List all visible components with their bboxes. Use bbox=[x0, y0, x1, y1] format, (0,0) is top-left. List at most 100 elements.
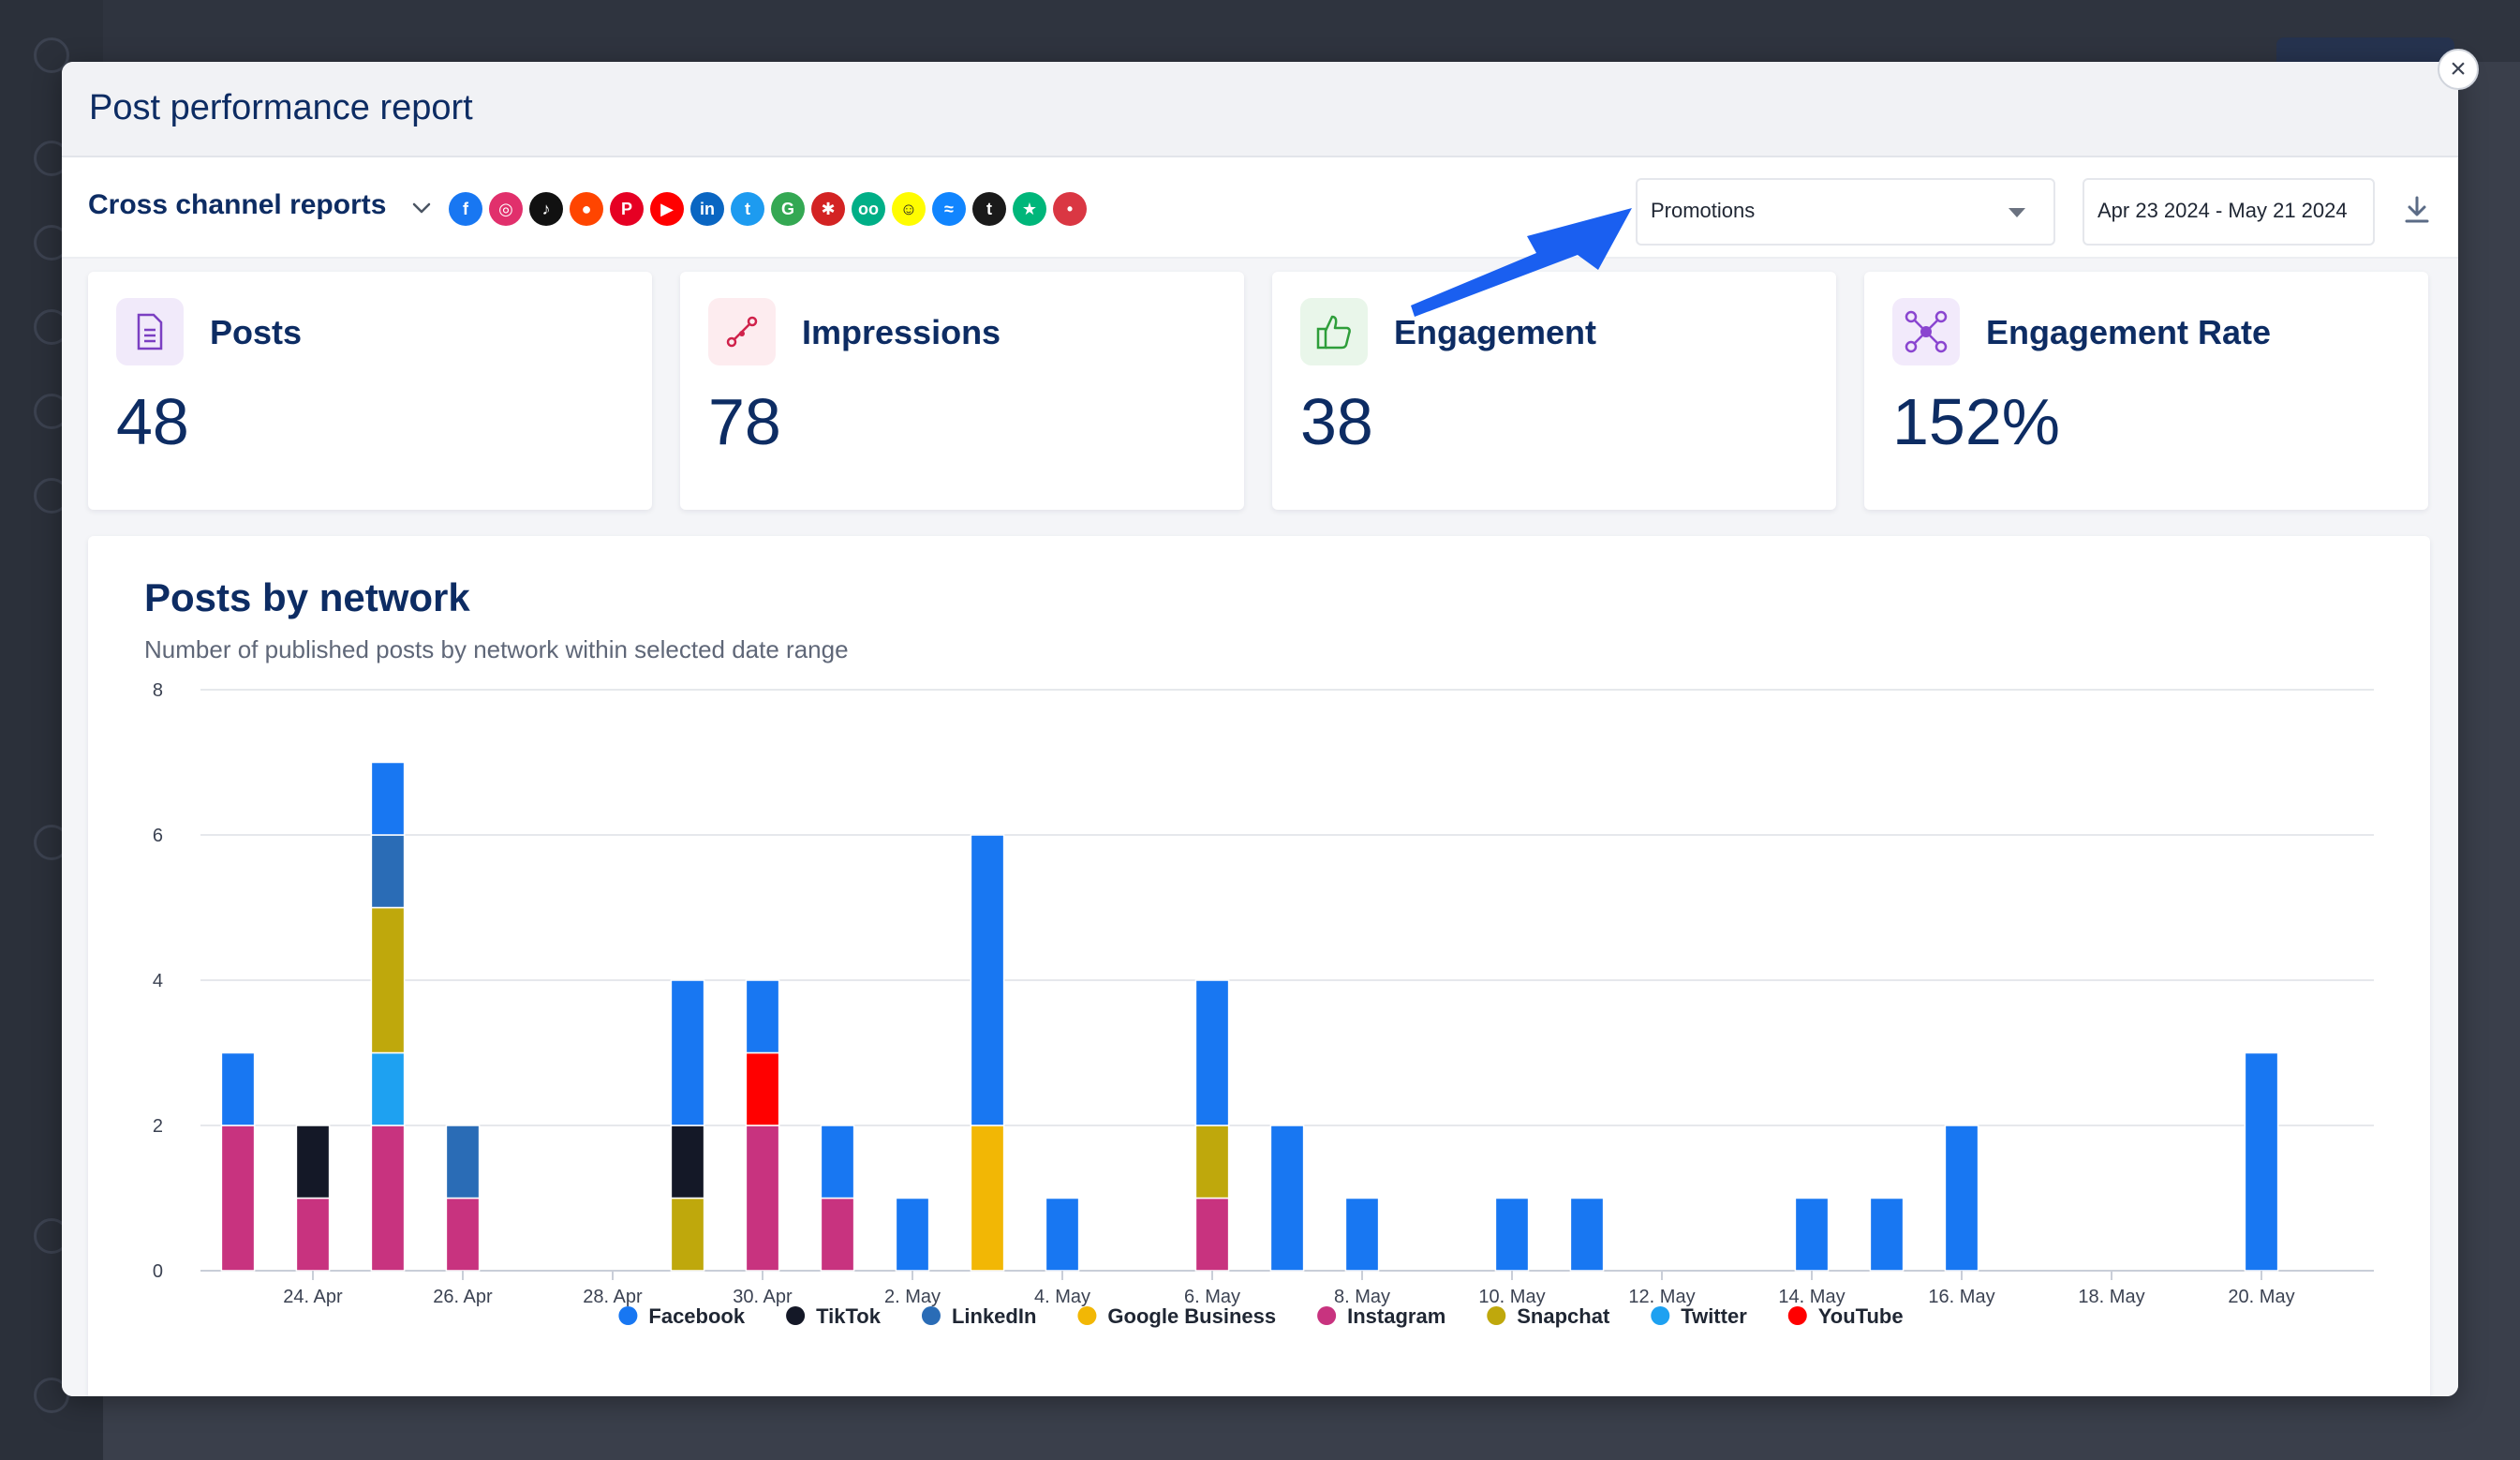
category-select[interactable]: Promotions bbox=[1636, 178, 2055, 246]
bar-segment-instagram bbox=[745, 1125, 780, 1272]
x-tick-label: 6. May bbox=[1184, 1287, 1240, 1307]
youtube-icon[interactable]: ▶ bbox=[650, 192, 684, 226]
close-icon: × bbox=[2450, 53, 2467, 84]
bar-segment-facebook bbox=[670, 979, 705, 1126]
bar-segment-twitter bbox=[370, 1051, 406, 1126]
metric-value: 152% bbox=[1892, 385, 2061, 458]
metric-label: Posts bbox=[210, 313, 303, 351]
metric-value: 78 bbox=[708, 385, 781, 458]
bar-segment-facebook bbox=[820, 1125, 855, 1199]
x-tick-label: 16. May bbox=[1928, 1287, 1994, 1307]
metric-label: Engagement bbox=[1394, 313, 1597, 351]
bar-segment-snapchat bbox=[370, 906, 406, 1054]
download-icon[interactable] bbox=[2398, 191, 2436, 229]
legend-marker bbox=[1651, 1306, 1670, 1325]
tiktok-icon[interactable]: ♪ bbox=[529, 192, 563, 226]
bar-segment-youtube bbox=[745, 1051, 780, 1126]
posts-by-network-chart: 0 2 4 6 8 24. Apr 26. Apr 28. Apr 30. Apr 2. May 4… bbox=[153, 680, 2374, 1328]
chevron-down-icon[interactable] bbox=[408, 195, 435, 221]
bar-segment-snapchat bbox=[670, 1197, 705, 1272]
legend-marker bbox=[786, 1306, 806, 1325]
bar-segment-google-business bbox=[970, 1125, 1005, 1272]
background-avatar bbox=[34, 37, 69, 73]
bar-segment-instagram bbox=[220, 1125, 256, 1272]
x-tick-label: 28. Apr bbox=[583, 1287, 643, 1307]
network-icons: f ◎ ♪ ● P ▶ in t G ✱ oo ☺ ≈ t ★ • bbox=[449, 192, 1087, 226]
bar-segment-facebook bbox=[2244, 1051, 2279, 1272]
bar-segment-facebook bbox=[370, 761, 406, 836]
snapchat-icon[interactable]: ☺ bbox=[892, 192, 926, 226]
network-icon bbox=[1892, 298, 1960, 365]
x-tick-label: 14. May bbox=[1778, 1287, 1845, 1307]
y-tick-label: 2 bbox=[153, 1116, 163, 1137]
bar-segment-facebook bbox=[745, 979, 780, 1054]
legend-marker bbox=[1787, 1306, 1807, 1325]
metric-card-posts: Posts 48 bbox=[88, 272, 652, 510]
bar-segment-facebook bbox=[1944, 1125, 1979, 1272]
bar-segment-facebook bbox=[1794, 1197, 1830, 1272]
x-tick-label: 24. Apr bbox=[283, 1287, 343, 1307]
opentable-icon[interactable]: • bbox=[1053, 192, 1087, 226]
metric-card-engagement: Engagement 38 bbox=[1272, 272, 1836, 510]
legend-marker bbox=[1077, 1306, 1097, 1325]
legend-item: Instagram bbox=[1347, 1304, 1445, 1328]
metric-value: 38 bbox=[1300, 385, 1373, 458]
bar-segment-linkedin bbox=[370, 834, 406, 909]
bluesky-icon[interactable]: ≈ bbox=[932, 192, 966, 226]
x-tick-label: 2. May bbox=[884, 1287, 941, 1307]
legend-marker bbox=[1317, 1306, 1337, 1325]
background-topbar bbox=[103, 0, 2520, 79]
reddit-icon[interactable]: ● bbox=[570, 192, 603, 226]
x-tick-label: 10. May bbox=[1478, 1287, 1545, 1307]
modal-header: Post performance report bbox=[62, 62, 2458, 157]
bar-segment-facebook bbox=[1269, 1125, 1305, 1272]
chart-subtitle: Number of published posts by network wit… bbox=[144, 635, 849, 663]
bar-segment-facebook bbox=[970, 834, 1005, 1126]
facebook-icon[interactable]: f bbox=[449, 192, 482, 226]
metric-card-engagement-rate: Engagement Rate 152% bbox=[1864, 272, 2428, 510]
metric-label: Impressions bbox=[802, 313, 1001, 351]
posts-by-network-card: Posts by network Number of published pos… bbox=[88, 536, 2430, 1396]
bar-segment-instagram bbox=[295, 1197, 331, 1272]
report-toolbar: Cross channel reports f ◎ ♪ ● P ▶ in t G ✱ oo ☺ ≈ t ★ •… bbox=[62, 157, 2458, 259]
google-icon[interactable]: G bbox=[771, 192, 805, 226]
caret-down-icon bbox=[2009, 208, 2025, 217]
x-tick-label: 30. Apr bbox=[733, 1287, 793, 1307]
post-performance-modal: Post performance report Cross channel re… bbox=[62, 62, 2458, 1396]
y-tick-label: 4 bbox=[153, 971, 163, 991]
metric-card-impressions: Impressions 78 bbox=[680, 272, 1244, 510]
yelp-icon[interactable]: ✱ bbox=[811, 192, 845, 226]
report-type-dropdown[interactable]: Cross channel reports bbox=[88, 189, 387, 220]
y-tick-label: 0 bbox=[153, 1261, 163, 1282]
bar-segment-instagram bbox=[820, 1197, 855, 1272]
bar-segment-tiktok bbox=[670, 1125, 705, 1199]
x-tick-label: 18. May bbox=[2078, 1287, 2144, 1307]
legend-item: Twitter bbox=[1681, 1304, 1747, 1328]
legend-item: YouTube bbox=[1818, 1304, 1904, 1328]
close-modal-button[interactable]: × bbox=[2438, 49, 2479, 90]
bar-segment-facebook bbox=[1869, 1197, 1905, 1272]
bar-segment-facebook bbox=[895, 1197, 930, 1272]
instagram-icon[interactable]: ◎ bbox=[489, 192, 523, 226]
bar-segment-instagram bbox=[370, 1125, 406, 1272]
twitter-icon[interactable]: t bbox=[731, 192, 764, 226]
date-range-picker[interactable]: Apr 23 2024 - May 21 2024 bbox=[2083, 178, 2375, 246]
trustpilot-icon[interactable]: ★ bbox=[1013, 192, 1046, 226]
metric-value: 48 bbox=[116, 385, 189, 458]
document-icon bbox=[116, 298, 184, 365]
bar-segment-facebook bbox=[1344, 1197, 1380, 1272]
report-content: Posts 48 Impressions 78 Engagement 38 En… bbox=[62, 259, 2458, 1396]
legend-item: TikTok bbox=[816, 1304, 882, 1328]
tripadvisor-icon[interactable]: oo bbox=[852, 192, 885, 226]
pinterest-icon[interactable]: P bbox=[610, 192, 644, 226]
linkedin-icon[interactable]: in bbox=[690, 192, 724, 226]
x-tick-label: 12. May bbox=[1628, 1287, 1695, 1307]
chart-title: Posts by network bbox=[144, 575, 470, 619]
x-tick-label: 20. May bbox=[2228, 1287, 2294, 1307]
legend-marker bbox=[1487, 1306, 1506, 1325]
bar-segment-facebook bbox=[1045, 1197, 1080, 1272]
tumblr-icon[interactable]: t bbox=[972, 192, 1006, 226]
modal-title: Post performance report bbox=[89, 88, 473, 127]
x-tick-label: 26. Apr bbox=[433, 1287, 493, 1307]
legend-item: Google Business bbox=[1107, 1304, 1276, 1328]
